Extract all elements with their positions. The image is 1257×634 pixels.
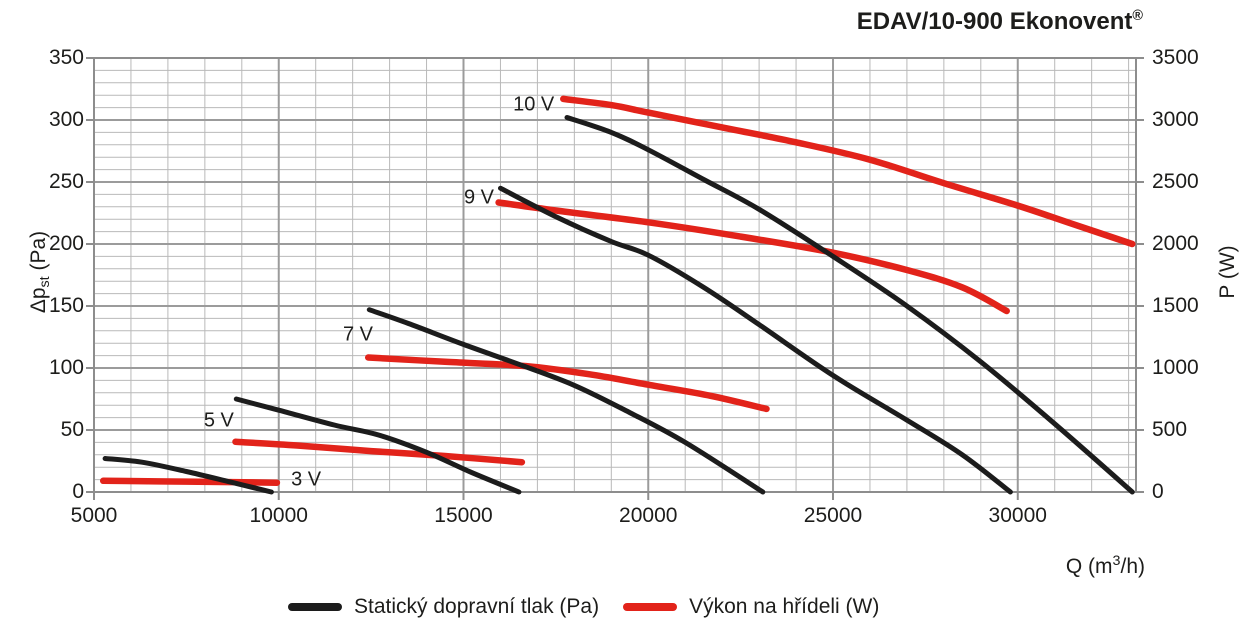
x-tick-label: 20000 (619, 504, 678, 527)
chart-title-text: EDAV/10-900 Ekonovent (856, 8, 1133, 35)
right-tick-label: 2500 (1152, 170, 1199, 193)
right-tick-label: 500 (1152, 418, 1188, 441)
x-tick-label: 30000 (988, 504, 1047, 527)
pressure-curve-3v (102, 456, 274, 495)
left-tick-label: 350 (48, 46, 84, 69)
x-tick-label: 25000 (803, 504, 863, 527)
right-tick-label: 3000 (1152, 108, 1199, 131)
voltage-label-3v: 3 V (291, 468, 322, 491)
pressure-curve-7v (366, 307, 766, 495)
black-line-swatch (288, 603, 342, 611)
left-tick-label: 0 (72, 480, 84, 503)
left-axis-title-subscript: st (37, 276, 53, 288)
left-tick-label: 50 (60, 418, 84, 441)
legend-label-shaft-power: Výkon na hřídeli (W) (689, 595, 880, 618)
registered-trademark-symbol: ® (1132, 8, 1143, 24)
pressure-curve-10v (564, 115, 1135, 495)
voltage-label-5v: 5 V (203, 409, 234, 432)
left-tick-label: 200 (48, 232, 84, 255)
power-curve-10v (560, 95, 1136, 248)
right-tick-label: 1500 (1152, 294, 1199, 317)
power-curve-5v (232, 438, 526, 466)
x-axis-title-prefix: Q (m (1065, 555, 1113, 578)
right-tick-label: 1000 (1152, 356, 1199, 379)
right-tick-label: 0 (1152, 480, 1164, 503)
right-tick-label: 2000 (1152, 232, 1199, 255)
legend-label-static-pressure: Statický dopravní tlak (Pa) (354, 595, 600, 618)
voltage-label-10v: 10 V (513, 93, 555, 116)
plot-frame (93, 57, 1137, 493)
voltage-label-9v: 9 V (464, 186, 495, 209)
x-axis-title-superscript: 3 (1112, 553, 1121, 569)
x-axis-title-suffix: /h) (1120, 555, 1145, 578)
x-tick-label: 10000 (249, 504, 308, 527)
legend-item-static-pressure: Statický dopravní tlak (Pa) (288, 595, 599, 619)
x-tick-label: 5000 (70, 504, 118, 527)
x-tick-label: 15000 (434, 504, 493, 527)
right-tick-label: 3500 (1152, 46, 1199, 69)
chart-title: EDAV/10-900 Ekonovent® (857, 8, 1143, 36)
pressure-curve-5v (233, 396, 522, 495)
legend-item-shaft-power: Výkon na hřídeli (W) (623, 595, 879, 619)
power-curve-7v (364, 354, 770, 413)
left-tick-label: 250 (48, 170, 84, 193)
left-tick-label: 150 (48, 294, 84, 317)
power-curve-9v (495, 199, 1010, 315)
pressure-curve-9v (498, 185, 1013, 495)
power-curve-3v (99, 477, 281, 486)
chart-legend: Statický dopravní tlak (Pa) Výkon na hří… (288, 595, 879, 619)
red-line-swatch (623, 603, 678, 611)
left-tick-label: 300 (48, 108, 84, 131)
voltage-label-7v: 7 V (342, 323, 374, 346)
left-tick-label: 100 (48, 356, 84, 379)
x-axis-title: Q (m3/h) (1066, 553, 1145, 579)
